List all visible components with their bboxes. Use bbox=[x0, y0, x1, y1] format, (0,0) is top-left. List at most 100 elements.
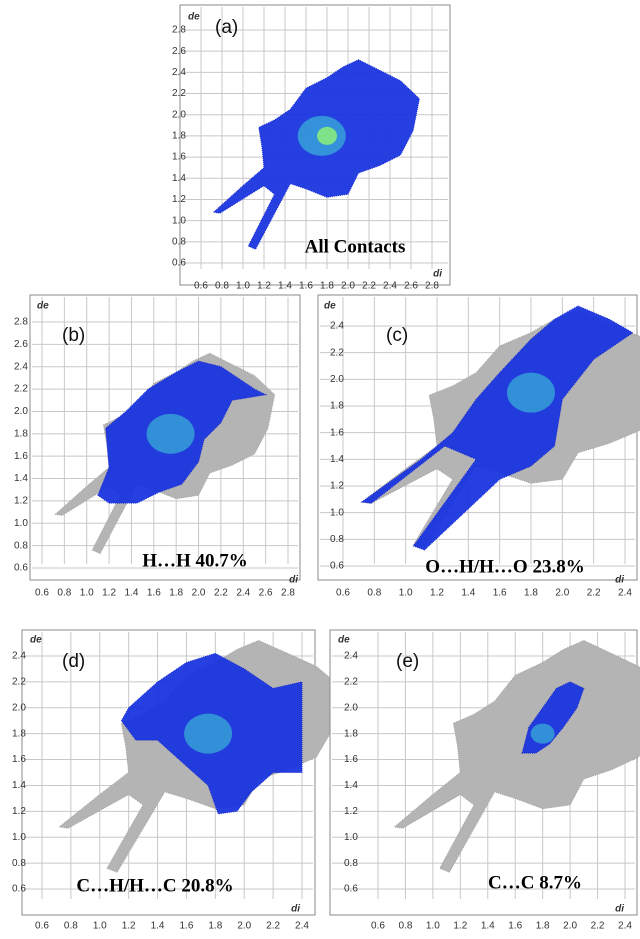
y-tick-label: 2.0 bbox=[172, 109, 186, 120]
y-axis-name: de bbox=[324, 301, 336, 312]
x-tick-label: 0.6 bbox=[35, 921, 49, 932]
y-tick-label: 2.8 bbox=[14, 317, 28, 328]
x-tick-label: 0.8 bbox=[367, 588, 381, 599]
y-axis-name: de bbox=[30, 635, 42, 646]
x-tick-label: 1.2 bbox=[102, 588, 116, 599]
x-tick-label: 2.0 bbox=[555, 588, 569, 599]
x-axis-name: di bbox=[289, 575, 298, 586]
panel: 0.6 0.8 1.0 1.2 1.4 1.6 1.8 2.0 2.2 2.4 2.6 2.8 2.8 2… bbox=[172, 4, 451, 292]
y-tick-label: 2.0 bbox=[12, 702, 26, 713]
y-axis-name: de bbox=[37, 301, 49, 312]
x-tick-label: 1.4 bbox=[125, 588, 139, 599]
y-tick-label: 1.2 bbox=[172, 194, 186, 205]
panel-caption: C…H/H…C 20.8% bbox=[76, 875, 233, 896]
y-tick-label: 1.4 bbox=[330, 454, 344, 465]
y-tick-label: 2.0 bbox=[344, 702, 358, 713]
y-tick-label: 0.6 bbox=[344, 884, 358, 895]
y-tick-label: 1.4 bbox=[344, 780, 358, 791]
x-tick-label: 2.8 bbox=[425, 281, 439, 292]
x-tick-label: 2.8 bbox=[281, 588, 295, 599]
y-tick-label: 2.8 bbox=[172, 25, 186, 36]
y-tick-label: 1.4 bbox=[12, 780, 26, 791]
x-tick-label: 0.8 bbox=[215, 281, 229, 292]
y-tick-label: 1.0 bbox=[330, 507, 344, 518]
y-tick-label: 1.0 bbox=[14, 518, 28, 529]
x-tick-label: 2.0 bbox=[341, 281, 355, 292]
x-tick-label: 1.0 bbox=[236, 281, 250, 292]
y-tick-label: 0.8 bbox=[14, 540, 28, 551]
x-tick-label: 1.6 bbox=[508, 921, 522, 932]
x-tick-label: 1.6 bbox=[493, 588, 507, 599]
x-tick-label: 0.6 bbox=[371, 921, 385, 932]
y-tick-label: 0.6 bbox=[12, 884, 26, 895]
y-tick-label: 2.2 bbox=[172, 88, 186, 99]
x-tick-label: 1.4 bbox=[481, 921, 495, 932]
y-tick-label: 1.8 bbox=[14, 428, 28, 439]
x-tick-label: 1.4 bbox=[461, 588, 475, 599]
y-tick-label: 1.8 bbox=[330, 401, 344, 412]
y-tick-label: 2.4 bbox=[12, 651, 26, 662]
x-tick-label: 1.2 bbox=[453, 921, 467, 932]
x-tick-label: 1.4 bbox=[278, 281, 292, 292]
y-tick-label: 1.6 bbox=[172, 152, 186, 163]
y-tick-label: 2.6 bbox=[14, 339, 28, 350]
x-tick-label: 2.4 bbox=[236, 588, 250, 599]
x-tick-label: 1.0 bbox=[80, 588, 94, 599]
y-tick-label: 1.8 bbox=[344, 728, 358, 739]
x-axis-name: di bbox=[433, 269, 442, 280]
y-tick-label: 0.8 bbox=[172, 236, 186, 247]
density-core bbox=[146, 413, 195, 454]
y-tick-label: 2.4 bbox=[330, 321, 344, 332]
x-tick-label: 1.6 bbox=[179, 921, 193, 932]
y-tick-label: 1.2 bbox=[344, 806, 358, 817]
x-tick-label: 1.8 bbox=[320, 281, 334, 292]
x-tick-label: 2.0 bbox=[237, 921, 251, 932]
y-tick-label: 1.6 bbox=[344, 754, 358, 765]
y-tick-label: 2.6 bbox=[172, 46, 186, 57]
x-tick-label: 2.6 bbox=[404, 281, 418, 292]
x-tick-label: 1.0 bbox=[399, 588, 413, 599]
y-tick-label: 1.6 bbox=[12, 754, 26, 765]
x-tick-label: 0.8 bbox=[57, 588, 71, 599]
panel-caption: C…C 8.7% bbox=[488, 872, 582, 893]
y-tick-label: 0.6 bbox=[330, 561, 344, 572]
y-tick-label: 1.2 bbox=[14, 496, 28, 507]
x-tick-label: 1.0 bbox=[426, 921, 440, 932]
y-tick-label: 2.2 bbox=[330, 347, 344, 358]
x-tick-label: 1.6 bbox=[147, 588, 161, 599]
y-tick-label: 2.4 bbox=[14, 361, 28, 372]
panel: 0.6 0.8 1.0 1.2 1.4 1.6 1.8 2.0 2.2 2.4 2.4 2.2 2.0 1… bbox=[329, 629, 640, 932]
x-tick-label: 1.8 bbox=[169, 588, 183, 599]
x-tick-label: 2.2 bbox=[591, 921, 605, 932]
y-tick-label: 0.6 bbox=[14, 563, 28, 574]
x-tick-label: 0.6 bbox=[35, 588, 49, 599]
y-tick-label: 2.2 bbox=[12, 677, 26, 688]
panel: 0.6 0.8 1.0 1.2 1.4 1.6 1.8 2.0 2.2 2.4 2.6 2.8 2.8 2… bbox=[14, 294, 301, 599]
y-axis-name: de bbox=[338, 635, 350, 646]
panel-caption: All Contacts bbox=[305, 236, 406, 257]
x-tick-label: 2.0 bbox=[192, 588, 206, 599]
x-tick-label: 0.8 bbox=[64, 921, 78, 932]
x-tick-label: 2.0 bbox=[563, 921, 577, 932]
y-tick-label: 1.0 bbox=[172, 215, 186, 226]
y-tick-label: 1.0 bbox=[344, 832, 358, 843]
x-axis-name: di bbox=[615, 904, 624, 915]
density-core bbox=[184, 713, 233, 754]
panel-label: (e) bbox=[396, 651, 419, 672]
x-tick-label: 1.2 bbox=[122, 921, 136, 932]
x-tick-label: 2.2 bbox=[587, 588, 601, 599]
y-tick-label: 2.4 bbox=[344, 651, 358, 662]
y-tick-label: 0.8 bbox=[12, 858, 26, 869]
y-tick-label: 2.2 bbox=[344, 677, 358, 688]
x-tick-label: 2.2 bbox=[362, 281, 376, 292]
panel-label: (d) bbox=[62, 651, 85, 672]
y-tick-label: 1.6 bbox=[14, 451, 28, 462]
y-tick-label: 0.6 bbox=[172, 258, 186, 269]
x-tick-label: 2.2 bbox=[266, 921, 280, 932]
x-tick-label: 1.4 bbox=[151, 921, 165, 932]
x-tick-label: 0.6 bbox=[336, 588, 350, 599]
y-tick-label: 1.4 bbox=[172, 173, 186, 184]
y-tick-label: 0.8 bbox=[344, 858, 358, 869]
x-tick-label: 2.4 bbox=[295, 921, 309, 932]
